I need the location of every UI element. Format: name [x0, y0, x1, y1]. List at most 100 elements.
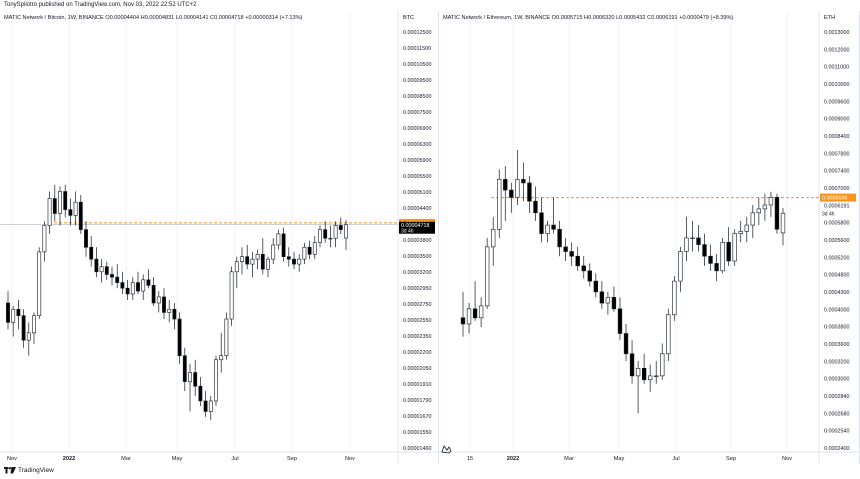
- candle-body-down[interactable]: [581, 265, 586, 272]
- candle-body-down[interactable]: [281, 233, 286, 258]
- candle-body-down[interactable]: [89, 246, 94, 260]
- candle-body-down[interactable]: [629, 353, 635, 377]
- candle-body-up[interactable]: [750, 212, 755, 226]
- candle-body-down[interactable]: [714, 263, 719, 272]
- candle-body-up[interactable]: [229, 271, 234, 320]
- candle-body-up[interactable]: [660, 353, 665, 377]
- candle-body-up[interactable]: [678, 251, 683, 282]
- candle-body-down[interactable]: [136, 282, 140, 292]
- candle-body-up[interactable]: [744, 224, 749, 232]
- candle-body-up[interactable]: [141, 279, 146, 292]
- candle-body-up[interactable]: [99, 266, 104, 273]
- candle-body-down[interactable]: [696, 237, 701, 245]
- candle-body-up[interactable]: [276, 233, 281, 246]
- candle-body-down[interactable]: [52, 198, 57, 214]
- candle-body-up[interactable]: [58, 191, 62, 214]
- candle-body-up[interactable]: [47, 198, 52, 226]
- candle-body-down[interactable]: [172, 308, 177, 320]
- candle-body-down[interactable]: [104, 266, 109, 275]
- candle-body-down[interactable]: [460, 317, 466, 325]
- candle-body-up[interactable]: [732, 233, 737, 262]
- candle-body-down[interactable]: [16, 308, 21, 317]
- candle-body-down[interactable]: [146, 279, 151, 286]
- chart-panel-matic-btc[interactable]: BTC 0.00012500 0.00011500 0.00010500 0.00009…: [0, 11, 439, 464]
- candle-body-up[interactable]: [156, 296, 161, 304]
- candle-body-up[interactable]: [208, 400, 213, 412]
- candle-body-up[interactable]: [768, 197, 774, 206]
- candle-body-down[interactable]: [533, 200, 538, 214]
- candle-body-up[interactable]: [328, 237, 333, 240]
- candle-body-down[interactable]: [203, 400, 208, 412]
- candle-body-up[interactable]: [188, 372, 192, 382]
- candle-body-down[interactable]: [774, 197, 780, 230]
- candle-body-down[interactable]: [198, 385, 203, 402]
- candle-body-up[interactable]: [484, 246, 490, 307]
- candle-body-up[interactable]: [738, 231, 743, 234]
- candle-body-up[interactable]: [266, 258, 270, 270]
- candle-body-down[interactable]: [569, 251, 574, 257]
- candle-body-down[interactable]: [193, 372, 198, 387]
- candle-body-up[interactable]: [515, 179, 520, 198]
- candle-body-up[interactable]: [130, 282, 135, 295]
- candle-body-up[interactable]: [497, 179, 502, 230]
- candle-body-up[interactable]: [654, 375, 659, 377]
- candle-body-down[interactable]: [162, 296, 166, 313]
- candle-body-down[interactable]: [472, 308, 478, 319]
- candle-body-up[interactable]: [478, 305, 484, 319]
- candle-body-up[interactable]: [672, 280, 677, 316]
- candle-body-down[interactable]: [726, 242, 731, 262]
- candle-body-down[interactable]: [110, 274, 114, 278]
- tradingview-footer[interactable]: TradingView: [4, 467, 54, 474]
- candle-body-down[interactable]: [708, 255, 713, 264]
- candle-body-up[interactable]: [167, 308, 172, 313]
- candle-body-down[interactable]: [78, 201, 83, 230]
- candle-body-down[interactable]: [6, 302, 10, 323]
- candle-body-down[interactable]: [151, 285, 156, 304]
- candle-body-up[interactable]: [318, 229, 322, 243]
- candle-body-up[interactable]: [234, 261, 239, 273]
- candle-body-up[interactable]: [224, 318, 229, 356]
- candle-body-up[interactable]: [26, 332, 31, 341]
- candle-body-down[interactable]: [551, 224, 556, 230]
- candle-body-down[interactable]: [702, 244, 707, 257]
- chart-panel-matic-eth[interactable]: ETH 0.0013000 0.0012000 0.0011000 0.0010000 0…: [439, 11, 860, 464]
- candle-body-up[interactable]: [605, 297, 611, 304]
- candle-body-down[interactable]: [21, 315, 26, 341]
- candle-body-up[interactable]: [11, 308, 16, 323]
- candle-body-up[interactable]: [720, 242, 725, 272]
- candle-body-down[interactable]: [260, 253, 265, 270]
- candle-body-up[interactable]: [684, 237, 689, 252]
- candle-body-up[interactable]: [635, 368, 641, 377]
- candle-body-up[interactable]: [297, 258, 302, 265]
- candle-body-up[interactable]: [219, 355, 224, 361]
- candle-body-up[interactable]: [647, 375, 653, 381]
- candle-body-up[interactable]: [250, 258, 255, 265]
- candle-body-down[interactable]: [575, 255, 580, 267]
- candle-body-up[interactable]: [255, 253, 260, 260]
- candle-body-down[interactable]: [557, 228, 562, 248]
- candle-body-down[interactable]: [323, 229, 328, 239]
- candle-body-down[interactable]: [623, 333, 629, 355]
- candle-body-down[interactable]: [599, 291, 605, 304]
- candle-body-down[interactable]: [68, 209, 73, 216]
- candle-body-down[interactable]: [641, 368, 647, 381]
- candle-body-down[interactable]: [245, 256, 250, 265]
- candle-body-down[interactable]: [292, 258, 296, 265]
- candle-body-up[interactable]: [491, 228, 496, 248]
- candle-body-down[interactable]: [115, 276, 120, 283]
- candle-body-up[interactable]: [466, 308, 472, 325]
- candle-body-down[interactable]: [539, 212, 544, 234]
- candle-body-up[interactable]: [32, 315, 36, 334]
- candle-body-down[interactable]: [593, 280, 599, 293]
- chart-svg-matic-eth[interactable]: ETH 0.0013000 0.0012000 0.0011000 0.0010000 0…: [439, 11, 860, 464]
- candle-body-up[interactable]: [756, 208, 762, 214]
- candle-body-down[interactable]: [94, 258, 99, 273]
- candle-body-up[interactable]: [545, 224, 550, 234]
- candle-body-down[interactable]: [503, 179, 508, 191]
- candle-body-down[interactable]: [563, 246, 568, 252]
- candle-body-down[interactable]: [84, 229, 88, 248]
- candle-body-up[interactable]: [37, 251, 42, 317]
- candle-body-down[interactable]: [338, 225, 343, 230]
- candle-body-down[interactable]: [63, 191, 68, 210]
- candle-body-up[interactable]: [333, 225, 338, 239]
